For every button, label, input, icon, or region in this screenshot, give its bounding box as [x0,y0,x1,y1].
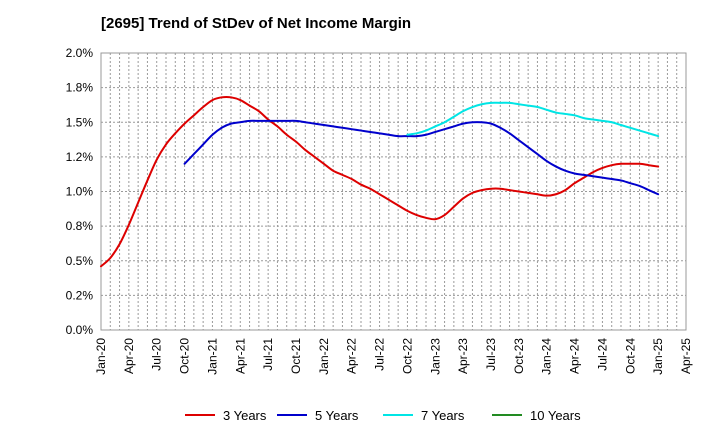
x-tick-label: Apr-21 [233,338,247,374]
x-tick-label: Apr-24 [568,338,582,374]
grid [101,53,686,330]
series-line-3-years [100,95,660,268]
chart-title: [2695] Trend of StDev of Net Income Marg… [101,15,412,32]
legend-item-10-years: 10 Years [492,408,581,423]
x-tick-label: Apr-25 [679,338,693,374]
legend-item-7-years: 7 Years [383,408,465,423]
x-tick-label: Oct-20 [178,338,192,374]
x-tick-label: Jul-20 [150,338,164,371]
plot-frame [100,52,687,331]
legend-label: 10 Years [530,408,581,423]
x-tick-label: Oct-21 [289,338,303,374]
legend: 3 Years 5 Years 7 Years 10 Years [185,408,581,423]
legend-label: 7 Years [421,408,465,423]
x-tick-label: Apr-22 [345,338,359,374]
series-lines [100,95,660,268]
y-tick-label: 1.5% [66,115,94,129]
y-axis: 0.0% 0.2% 0.5% 0.8% 1.0% 1.2% 1.5% 1.8% 2.0% [66,46,94,337]
legend-label: 5 Years [315,408,359,423]
y-tick-label: 1.8% [66,81,94,95]
x-tick-label: Jan-25 [651,338,665,375]
legend-item-3-years: 3 Years [185,408,267,423]
x-tick-label: Jan-24 [540,338,554,375]
x-tick-label: Oct-22 [400,338,414,374]
x-tick-label: Oct-23 [512,338,526,374]
y-tick-label: 0.0% [66,323,94,337]
x-tick-label: Jan-22 [317,338,331,375]
y-tick-label: 1.2% [66,150,94,164]
x-tick-label: Jan-20 [94,338,108,375]
legend-label: 3 Years [223,408,267,423]
y-tick-label: 0.2% [66,288,94,302]
series-line-7-years [406,101,660,138]
y-tick-label: 0.5% [66,254,94,268]
x-tick-label: Jul-23 [484,338,498,371]
x-tick-label: Apr-20 [122,338,136,374]
x-tick-label: Jan-21 [205,338,219,375]
legend-item-5-years: 5 Years [277,408,359,423]
x-tick-label: Jul-24 [595,338,609,371]
x-axis: Jan-20 Apr-20 Jul-20 Oct-20 Jan-21 Apr-21 Jul-… [94,338,693,375]
x-tick-label: Oct-24 [623,338,637,374]
x-tick-label: Jul-21 [261,338,275,371]
series-line-5-years [183,119,660,196]
x-tick-label: Apr-23 [456,338,470,374]
x-tick-label: Jan-23 [428,338,442,375]
y-tick-label: 1.0% [66,185,94,199]
y-tick-label: 0.8% [66,219,94,233]
y-tick-label: 2.0% [66,46,94,60]
x-tick-label: Jul-22 [373,338,387,371]
